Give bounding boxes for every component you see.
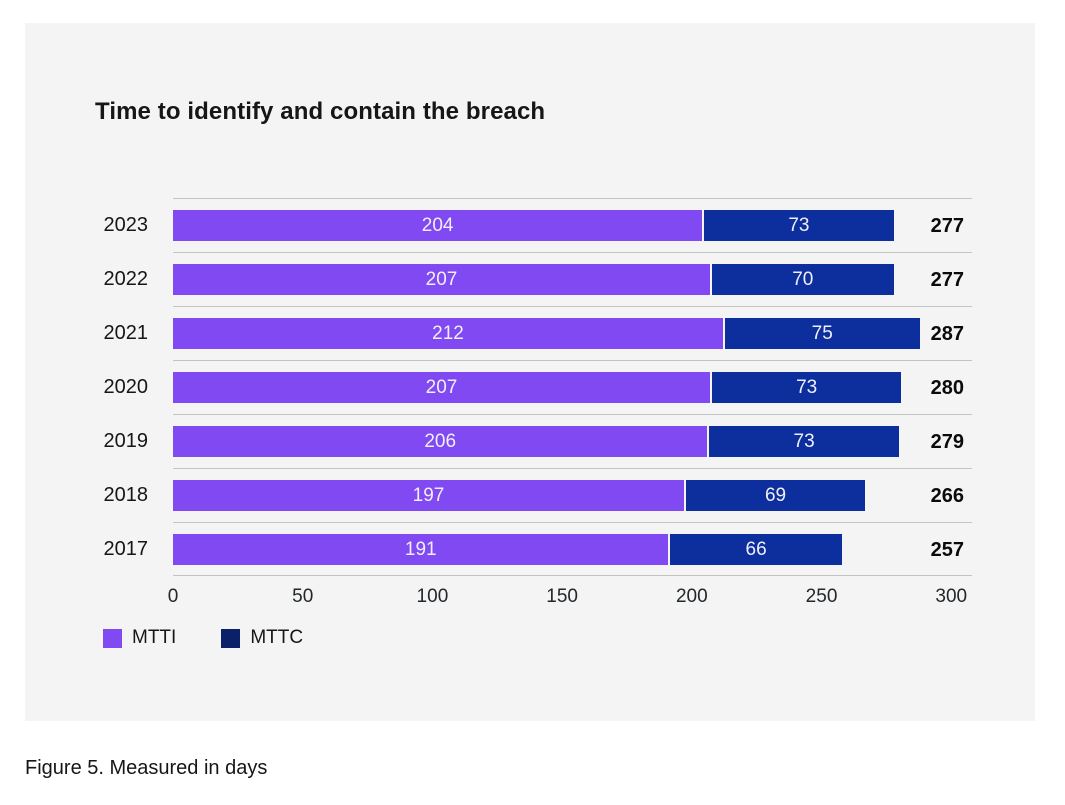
chart-row: 2017 191 66 257: [95, 522, 972, 576]
mttc-bar-segment: 73: [704, 210, 894, 241]
chart-legend: MTTI MTTC: [103, 627, 303, 649]
bar-area: 191 66 257: [173, 522, 972, 576]
total-label: 277: [930, 215, 964, 237]
mttc-bar-segment: 70: [711, 264, 894, 295]
year-label: 2023: [103, 213, 149, 236]
chart-row: 2019 206 73 279: [95, 414, 972, 468]
stacked-bar-chart: 2023 204 73 277 2022 207 70: [95, 198, 972, 576]
mtti-value-label: 212: [432, 322, 464, 344]
total-label: 266: [930, 485, 964, 507]
mttc-value-label: 69: [764, 484, 787, 506]
mtti-value-label: 197: [412, 484, 445, 506]
mttc-value-label: 70: [792, 268, 814, 290]
total-label: 257: [930, 539, 964, 561]
stacked-bar: 197 69: [173, 480, 972, 511]
mttc-bar-segment: 73: [709, 426, 899, 457]
bar-area: 197 69 266: [173, 468, 972, 522]
x-axis-tick-label: 250: [805, 586, 838, 607]
bar-area: 212 75 287: [173, 306, 972, 360]
year-label: 2021: [103, 321, 149, 344]
year-label: 2019: [103, 429, 149, 452]
stacked-bar: 207 73: [173, 372, 972, 403]
stacked-bar: 206 73: [173, 426, 972, 457]
year-label: 2018: [103, 483, 149, 506]
bar-area: 207 73 280: [173, 360, 972, 414]
mtti-value-label: 206: [424, 430, 457, 452]
mtti-value-label: 204: [421, 214, 454, 236]
mttc-bar-segment: 66: [670, 534, 842, 565]
stacked-bar: 191 66: [173, 534, 972, 565]
x-axis-tick-label: 0: [167, 586, 179, 607]
chart-row: 2023 204 73 277: [95, 198, 972, 252]
mttc-value-label: 73: [793, 430, 815, 452]
chart-row: 2020 207 73 280: [95, 360, 972, 414]
bar-area: 204 73 277: [173, 198, 972, 252]
mtti-value-label: 207: [425, 376, 458, 398]
legend-item: MTTI: [103, 627, 176, 649]
x-axis-tick-label: 50: [292, 586, 314, 607]
stacked-bar: 204 73: [173, 210, 972, 241]
mtti-bar-segment: 206: [173, 426, 708, 457]
mttc-value-label: 75: [811, 322, 833, 344]
mttc-bar-segment: 69: [686, 480, 866, 511]
mtti-bar-segment: 197: [173, 480, 685, 511]
chart-title: Time to identify and contain the breach: [95, 98, 546, 125]
legend-label: MTTC: [250, 627, 304, 648]
mttc-value-label: 66: [745, 538, 767, 560]
x-axis: 0 50 100 150 200 250 300: [168, 576, 972, 618]
mttc-bar-segment: 73: [711, 372, 902, 403]
mtti-bar-segment: 207: [173, 264, 710, 295]
mttc-value-label: 73: [796, 376, 818, 398]
legend-swatch: [221, 628, 241, 648]
total-label: 287: [930, 323, 964, 345]
mtti-bar-segment: 207: [173, 372, 710, 403]
mtti-value-label: 207: [425, 268, 458, 290]
total-label: 280: [930, 377, 964, 399]
year-label: 2017: [103, 537, 149, 560]
year-label: 2020: [103, 375, 149, 398]
chart-row: 2022 207 70 277: [95, 252, 972, 306]
legend-item: MTTC: [221, 627, 303, 649]
mtti-bar-segment: 204: [173, 210, 703, 241]
chart-row: 2021 212 75 287: [95, 306, 972, 360]
year-label: 2022: [103, 267, 149, 290]
legend-label: MTTI: [132, 627, 177, 648]
mtti-value-label: 191: [404, 538, 437, 560]
x-axis-tick-label: 300: [935, 586, 968, 607]
x-axis-tick-label: 100: [416, 586, 449, 607]
chart-row: 2018 197 69 266: [95, 468, 972, 522]
mtti-bar-segment: 191: [173, 534, 669, 565]
total-label: 277: [930, 269, 964, 291]
legend-swatch: [103, 628, 122, 648]
x-axis-tick-label: 150: [546, 586, 578, 607]
mttc-bar-segment: 75: [724, 318, 920, 349]
x-axis-tick-label: 200: [675, 586, 708, 607]
stacked-bar: 212 75: [173, 318, 972, 349]
bar-area: 206 73 279: [173, 414, 972, 468]
stacked-bar: 207 70: [173, 264, 972, 295]
mtti-bar-segment: 212: [173, 318, 723, 349]
chart-card: Time to identify and contain the breach …: [25, 23, 1035, 721]
figure-caption: Figure 5. Measured in days: [25, 757, 268, 779]
bar-area: 207 70 277: [173, 252, 972, 306]
total-label: 279: [930, 431, 964, 453]
mttc-value-label: 73: [788, 214, 810, 236]
